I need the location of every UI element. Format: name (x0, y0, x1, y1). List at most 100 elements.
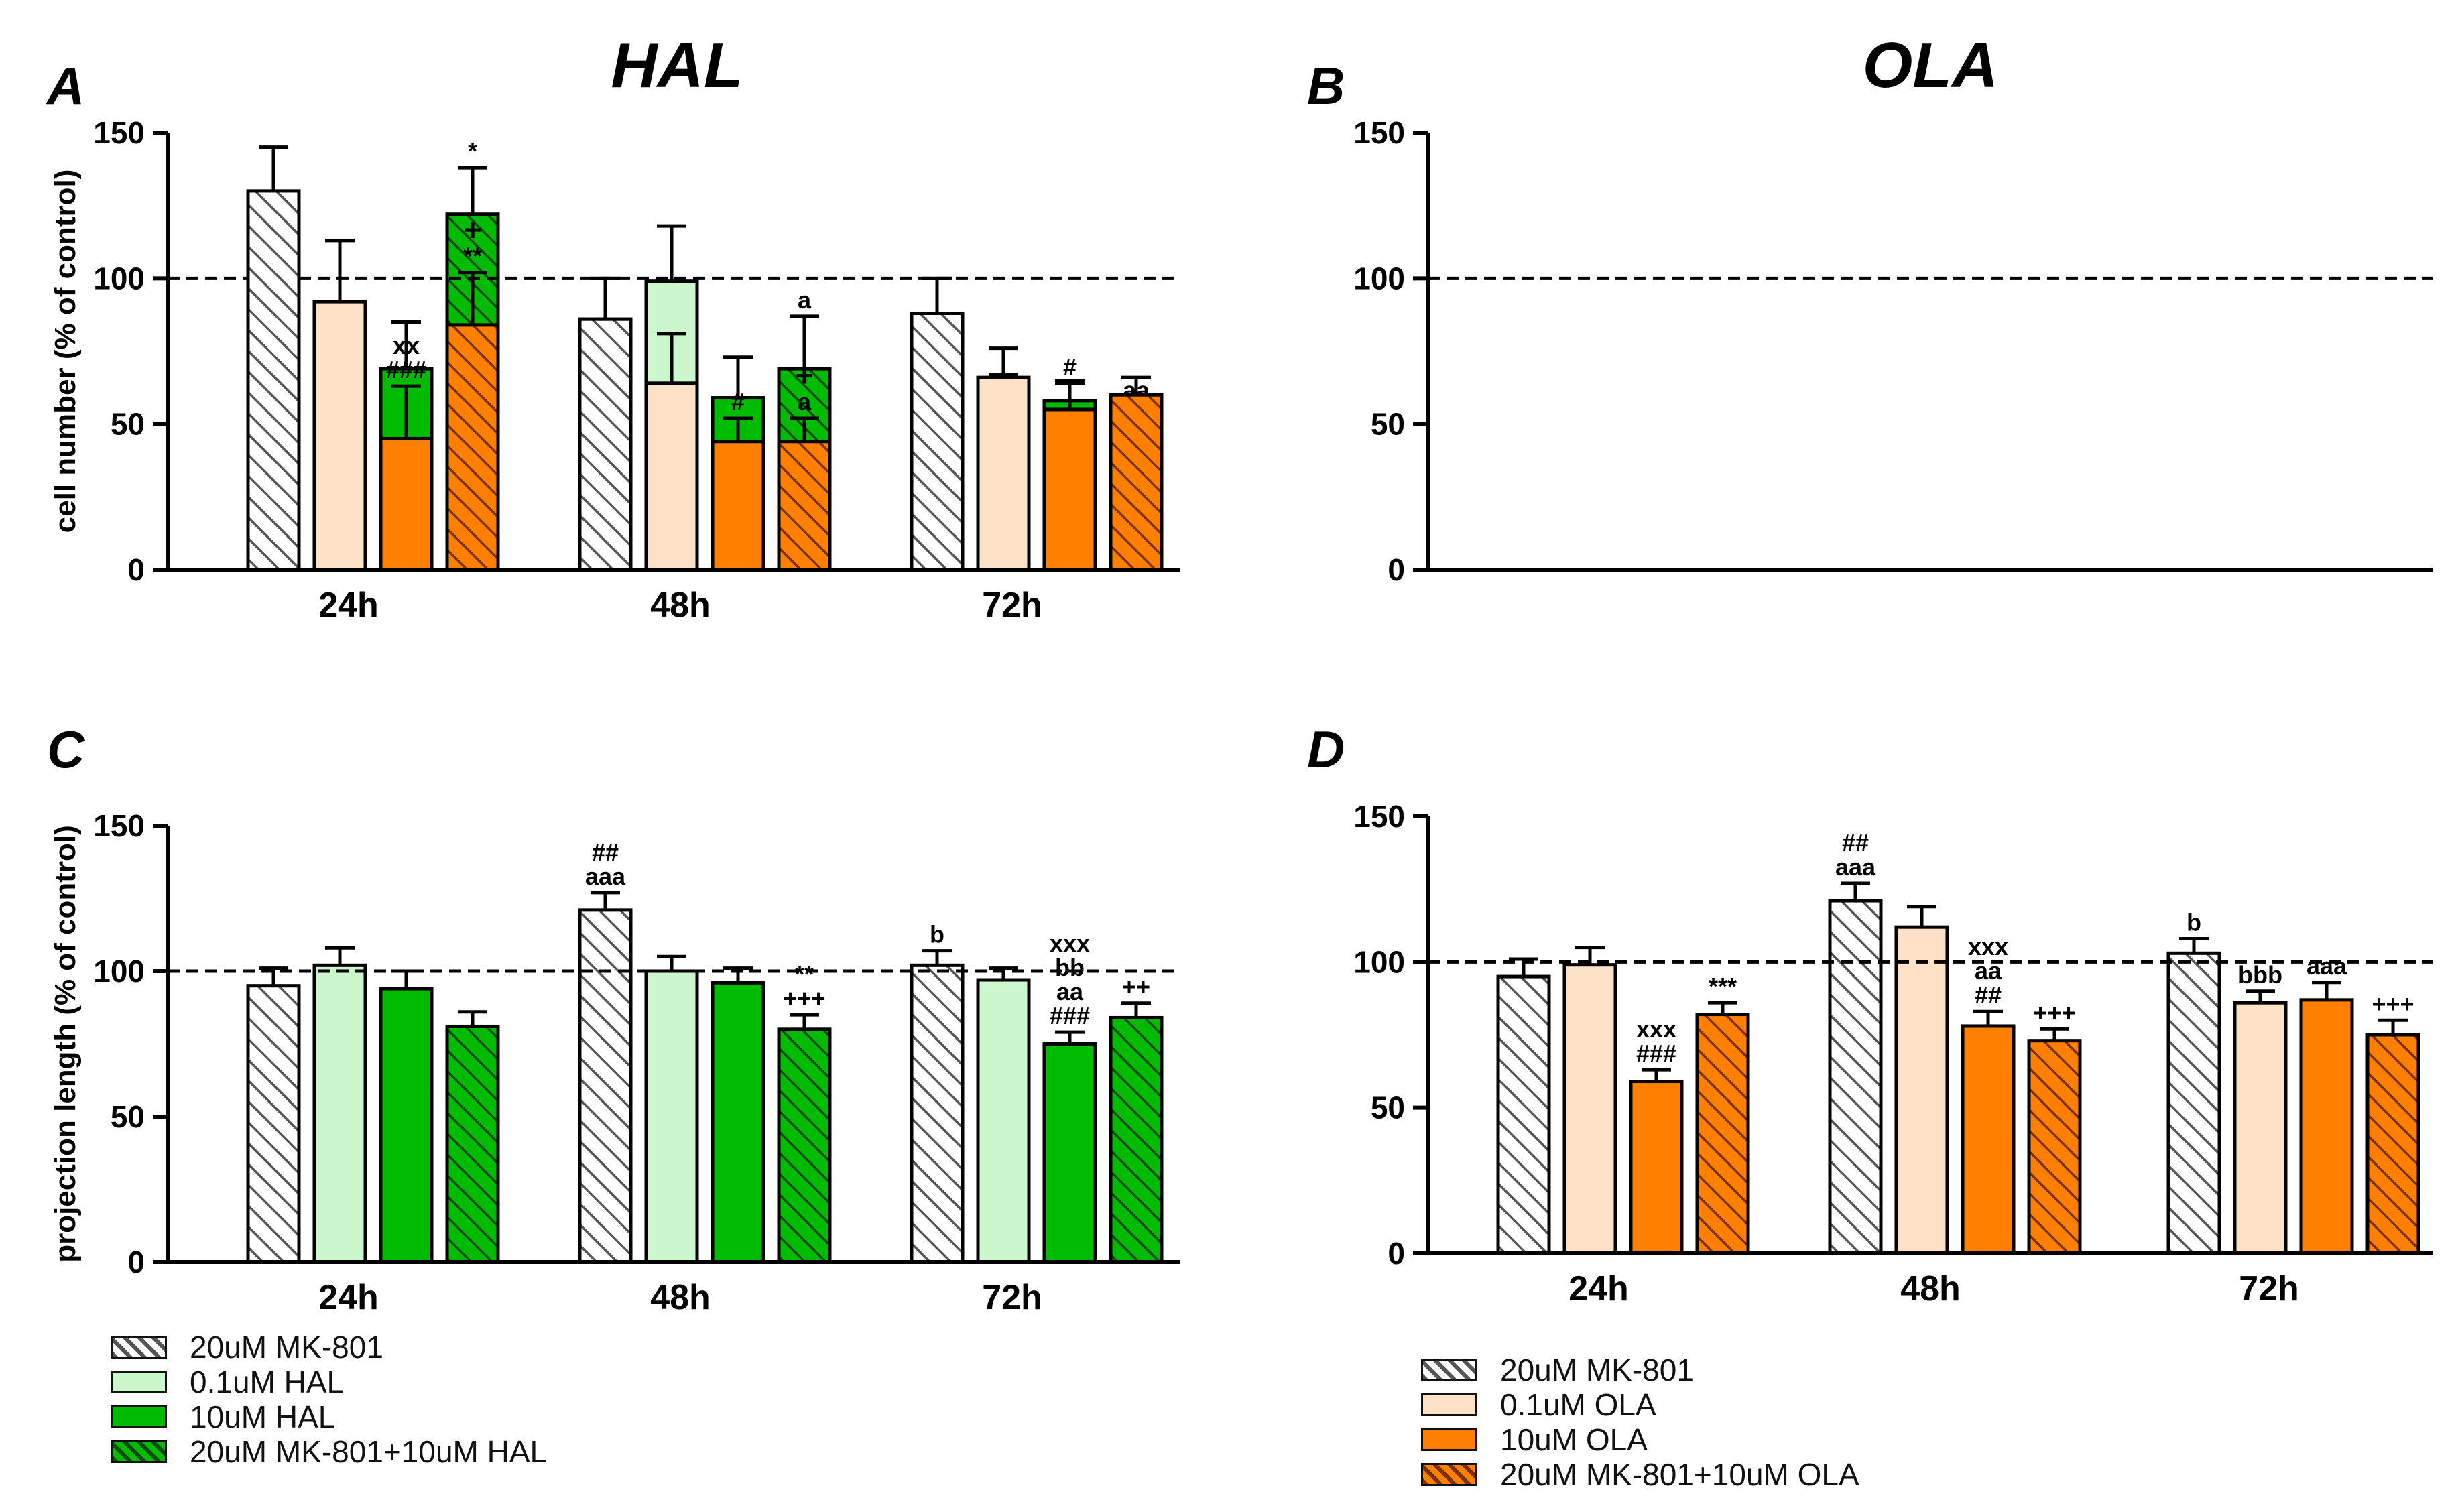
y-tick-label: 50 (1371, 407, 1405, 442)
y-tick-label: 0 (1388, 552, 1405, 587)
legend-hal: 20uM MK-801 0.1uM HAL 10uM HAL 20uM MK-8… (111, 1330, 547, 1469)
significance-label: + (796, 358, 814, 393)
y-tick-label: 150 (1353, 799, 1405, 834)
significance-label: +++ (783, 985, 825, 1012)
bar-10um-hal-72h (1042, 1042, 1097, 1264)
significance-label: aaa (2307, 952, 2347, 980)
y-tick-label: 150 (93, 808, 145, 843)
significance-label: b (2187, 909, 2201, 936)
x-tick-label: 24h (318, 586, 379, 625)
bar-10um-hal-24h (379, 987, 434, 1264)
legend-item-combo: 20uM MK-801+10uM OLA (1421, 1457, 1859, 1492)
y-tick-label: 100 (93, 954, 145, 989)
legend-label: 20uM MK-801 (190, 1330, 383, 1365)
bar-10um-ola-72h (1042, 407, 1097, 572)
y-tick-label: 100 (1353, 944, 1405, 979)
legend-item-mk801: 20uM MK-801 (1421, 1352, 1859, 1387)
y-tick-label: 0 (1388, 1236, 1405, 1271)
bar-0-1um-hal-72h (976, 978, 1031, 1264)
significance-label: ## (592, 838, 619, 866)
y-tick-label: 50 (111, 407, 145, 442)
x-tick-label: 24h (318, 1278, 379, 1317)
y-tick-label: 50 (1371, 1090, 1405, 1125)
panel-letter: C (47, 720, 86, 779)
legend-swatch-mk801 (1421, 1359, 1477, 1381)
x-tick-label: 48h (650, 586, 711, 625)
legend-swatch-low-dose (1421, 1393, 1477, 1416)
significance-label: aaa (585, 863, 626, 890)
bar-20um-mk-801-10um-ola-48h (2027, 1039, 2082, 1255)
legend-item-combo: 20uM MK-801+10uM HAL (111, 1434, 547, 1469)
bar-0-1um-ola-72h (976, 375, 1031, 572)
x-tick-label: 72h (982, 1278, 1042, 1317)
legend-label: 20uM MK-801+10uM HAL (190, 1434, 548, 1469)
panel-letter: A (46, 56, 84, 115)
bar-20um-mk-801-48h (1828, 899, 1883, 1255)
bar-0-1um-ola-48h (1894, 925, 1949, 1255)
significance-label: ### (1050, 1002, 1090, 1029)
significance-label: xx (393, 332, 420, 359)
significance-label: xxx (1968, 933, 2008, 960)
x-tick-label: 48h (650, 1278, 711, 1317)
significance-label: # (1063, 353, 1077, 381)
panel-letter: D (1307, 720, 1345, 779)
significance-label: ### (1636, 1040, 1676, 1067)
legend-ola: 20uM MK-801 0.1uM OLA 10uM OLA 20uM MK-8… (1421, 1352, 1859, 1492)
legend-label: 10uM HAL (190, 1399, 336, 1434)
x-tick-label: 24h (1569, 1269, 1629, 1308)
significance-label: +++ (2372, 990, 2414, 1017)
significance-label: ** (463, 243, 482, 270)
significance-label: xxx (1050, 930, 1090, 957)
bar-20um-mk-801-10um-ola-72h (2365, 1033, 2420, 1255)
bar-10um-hal-48h (711, 981, 765, 1264)
y-tick-label: 0 (127, 552, 145, 587)
bar-0-1um-ola-72h (2233, 1001, 2288, 1255)
significance-label: # (731, 388, 745, 416)
significance-label: *** (1709, 972, 1737, 1000)
bar-10um-ola-48h (711, 440, 765, 572)
legend-swatch-high-dose (111, 1405, 167, 1428)
bar-20um-mk-801-72h (910, 311, 965, 572)
significance-label: b (930, 921, 944, 948)
significance-label: ### (386, 356, 426, 383)
bar-0-1um-ola-48h (644, 381, 699, 572)
significance-label: +++ (2033, 999, 2075, 1026)
panel-letter: B (1307, 56, 1345, 115)
significance-label: aa (1056, 978, 1084, 1005)
y-tick-label: 100 (93, 261, 145, 296)
bar-20um-mk-801-48h (578, 317, 633, 572)
bar-10um-ola-48h (1961, 1024, 2016, 1255)
bar-0-1um-hal-24h (312, 963, 367, 1264)
bar-20um-mk-801-48h (578, 908, 633, 1264)
significance-label: bb (1055, 954, 1085, 981)
y-tick-label: 50 (111, 1099, 145, 1134)
bar-20um-mk-801-72h (2166, 951, 2221, 1255)
x-tick-label: 48h (1900, 1269, 1961, 1308)
bar-20um-mk-801-10um-hal-24h (445, 1024, 500, 1264)
significance-label: a (798, 388, 812, 416)
bar-20um-mk-801-24h (1496, 974, 1551, 1255)
bar-20um-mk-801-10um-ola-24h (1695, 1013, 1750, 1255)
legend-label: 20uM MK-801 (1500, 1352, 1694, 1387)
bar-20um-mk-801-10um-ola-72h (1109, 393, 1164, 572)
x-tick-label: 48h (650, 586, 711, 625)
x-tick-label: 24h (318, 586, 379, 625)
y-tick-label: 150 (93, 115, 145, 150)
significance-label: ## (1975, 981, 2002, 1009)
bar-20um-mk-801-10um-hal-48h (777, 1027, 832, 1264)
bar-0-1um-ola-24h (1562, 963, 1617, 1255)
significance-label: bbb (2238, 961, 2282, 989)
x-tick-label: 72h (982, 586, 1042, 625)
bar-20um-mk-801-72h (910, 963, 965, 1264)
bar-0-1um-hal-48h (644, 969, 699, 1264)
legend-label: 0.1uM HAL (190, 1365, 345, 1399)
significance-label: a (798, 286, 812, 314)
x-tick-label: 72h (982, 586, 1042, 625)
legend-item-high-dose: 10uM HAL (111, 1399, 547, 1434)
legend-label: 10uM OLA (1500, 1422, 1648, 1457)
y-axis-label: projection length (% of control) (49, 825, 82, 1263)
bar-10um-ola-72h (2299, 998, 2354, 1255)
